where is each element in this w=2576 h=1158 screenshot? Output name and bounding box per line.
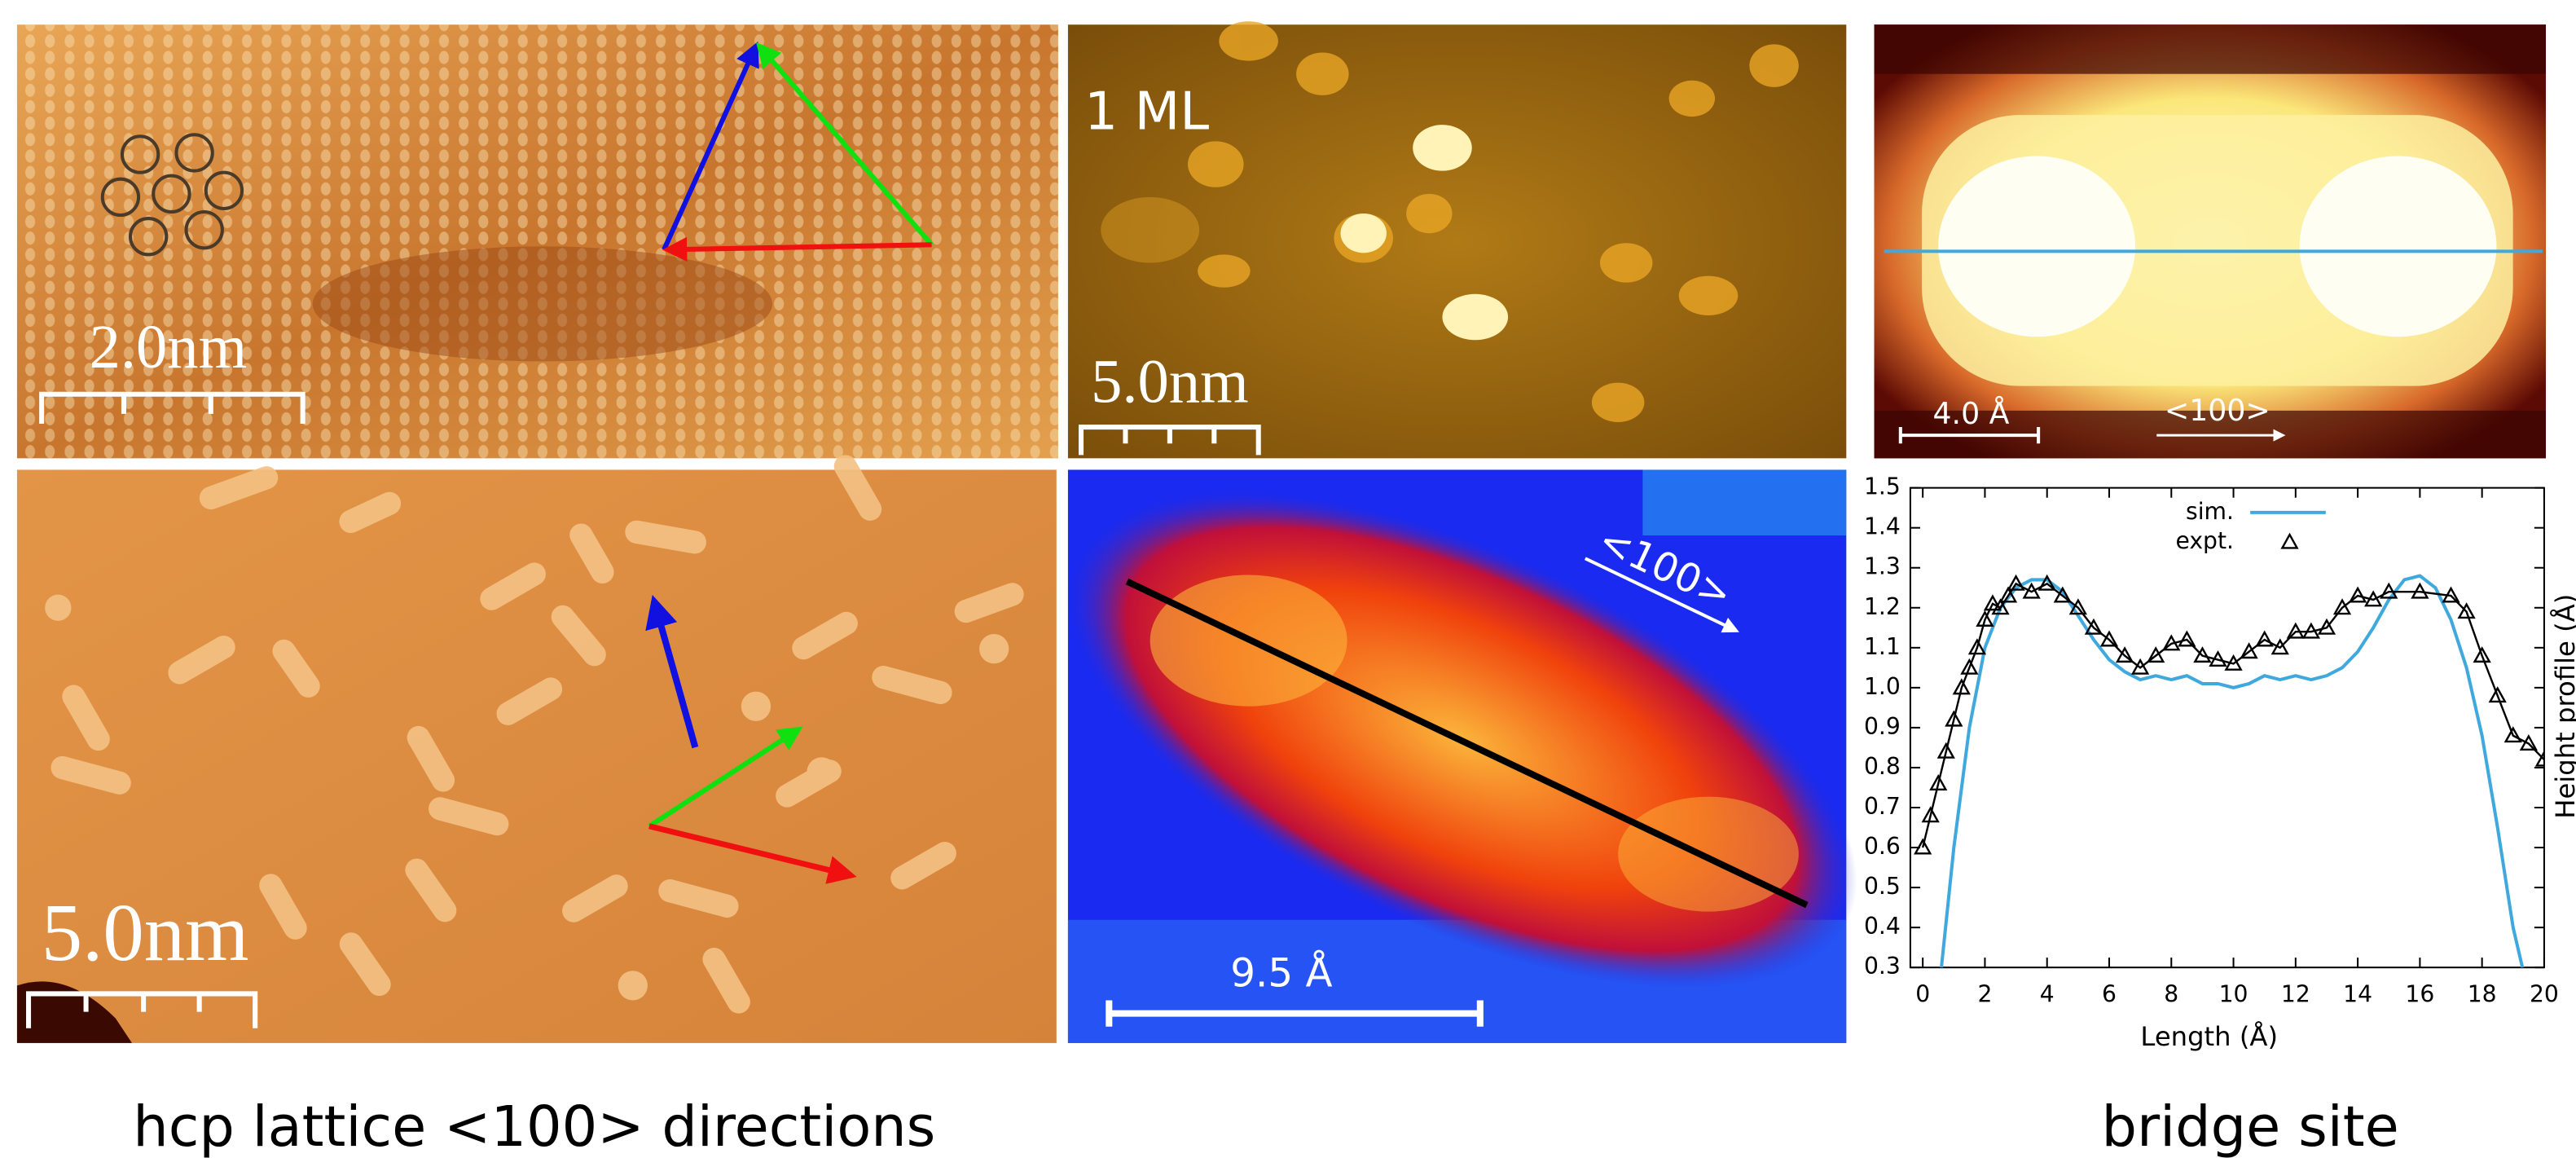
- x-tick-label: 0: [1915, 980, 1930, 1007]
- panel-e: <100> 9.5 Å: [996, 387, 1929, 1090]
- panel-d: 5.0nm: [17, 451, 1057, 1043]
- y-tick-label: 0.6: [1864, 833, 1901, 860]
- direction-label: <100>: [2165, 393, 2270, 428]
- coverage-label: 1 ML: [1084, 81, 1209, 143]
- line-chart: Length (Å) Height profile (Å) 0 2 4 6 8 10 12 1…: [1864, 473, 2576, 1052]
- y-tick-label: 1.1: [1864, 633, 1901, 660]
- x-tick-label: 20: [2530, 980, 2559, 1007]
- scale-bar-label: 5.0nm: [42, 887, 249, 978]
- figure: 2.0nm 1 ML 5.0nm 4.0 Å <100>: [0, 0, 2576, 1158]
- scale-bar-label: 2.0nm: [90, 312, 248, 381]
- plot-frame: [1910, 488, 2544, 968]
- x-tick-label: 12: [2281, 980, 2310, 1007]
- legend-label: expt.: [2176, 527, 2234, 554]
- y-tick-label: 0.3: [1864, 953, 1901, 980]
- panel-a: 2.0nm: [17, 24, 1058, 458]
- caption: hcp lattice <100> directions: [133, 1094, 935, 1158]
- x-tick-label: 4: [2040, 980, 2055, 1007]
- x-tick-label: 10: [2219, 980, 2249, 1007]
- x-tick-label: 6: [2102, 980, 2117, 1007]
- y-tick-label: 1.0: [1864, 673, 1901, 700]
- x-tick-label: 8: [2164, 980, 2178, 1007]
- y-tick-label: 1.5: [1864, 473, 1901, 500]
- y-axis-title: Height profile (Å): [2550, 594, 2576, 819]
- y-tick-label: 0.7: [1864, 793, 1901, 820]
- y-tick-label: 0.8: [1864, 753, 1901, 780]
- x-axis-title: Length (Å): [2140, 1021, 2278, 1052]
- y-tick-label: 0.9: [1864, 713, 1901, 740]
- legend-label: sim.: [2186, 498, 2234, 525]
- caption: bridge site: [2101, 1094, 2398, 1158]
- y-tick-label: 0.4: [1864, 913, 1901, 940]
- y-tick-label: 0.5: [1864, 873, 1901, 900]
- x-tick-label: 16: [2405, 980, 2434, 1007]
- panel-c: 4.0 Å <100>: [1875, 24, 2546, 458]
- x-tick-label: 18: [2468, 980, 2497, 1007]
- scale-bar-label: 4.0 Å: [1932, 396, 2009, 431]
- x-tick-label: 14: [2343, 980, 2372, 1007]
- scale-bar-label: 5.0nm: [1091, 346, 1249, 416]
- y-tick-label: 1.4: [1864, 513, 1901, 540]
- scale-bar-label: 9.5 Å: [1230, 949, 1332, 996]
- y-tick-label: 1.2: [1864, 593, 1901, 620]
- y-tick-label: 1.3: [1864, 553, 1901, 580]
- panel-b: 1 ML 5.0nm: [1068, 21, 1846, 458]
- x-tick-label: 2: [1977, 980, 1992, 1007]
